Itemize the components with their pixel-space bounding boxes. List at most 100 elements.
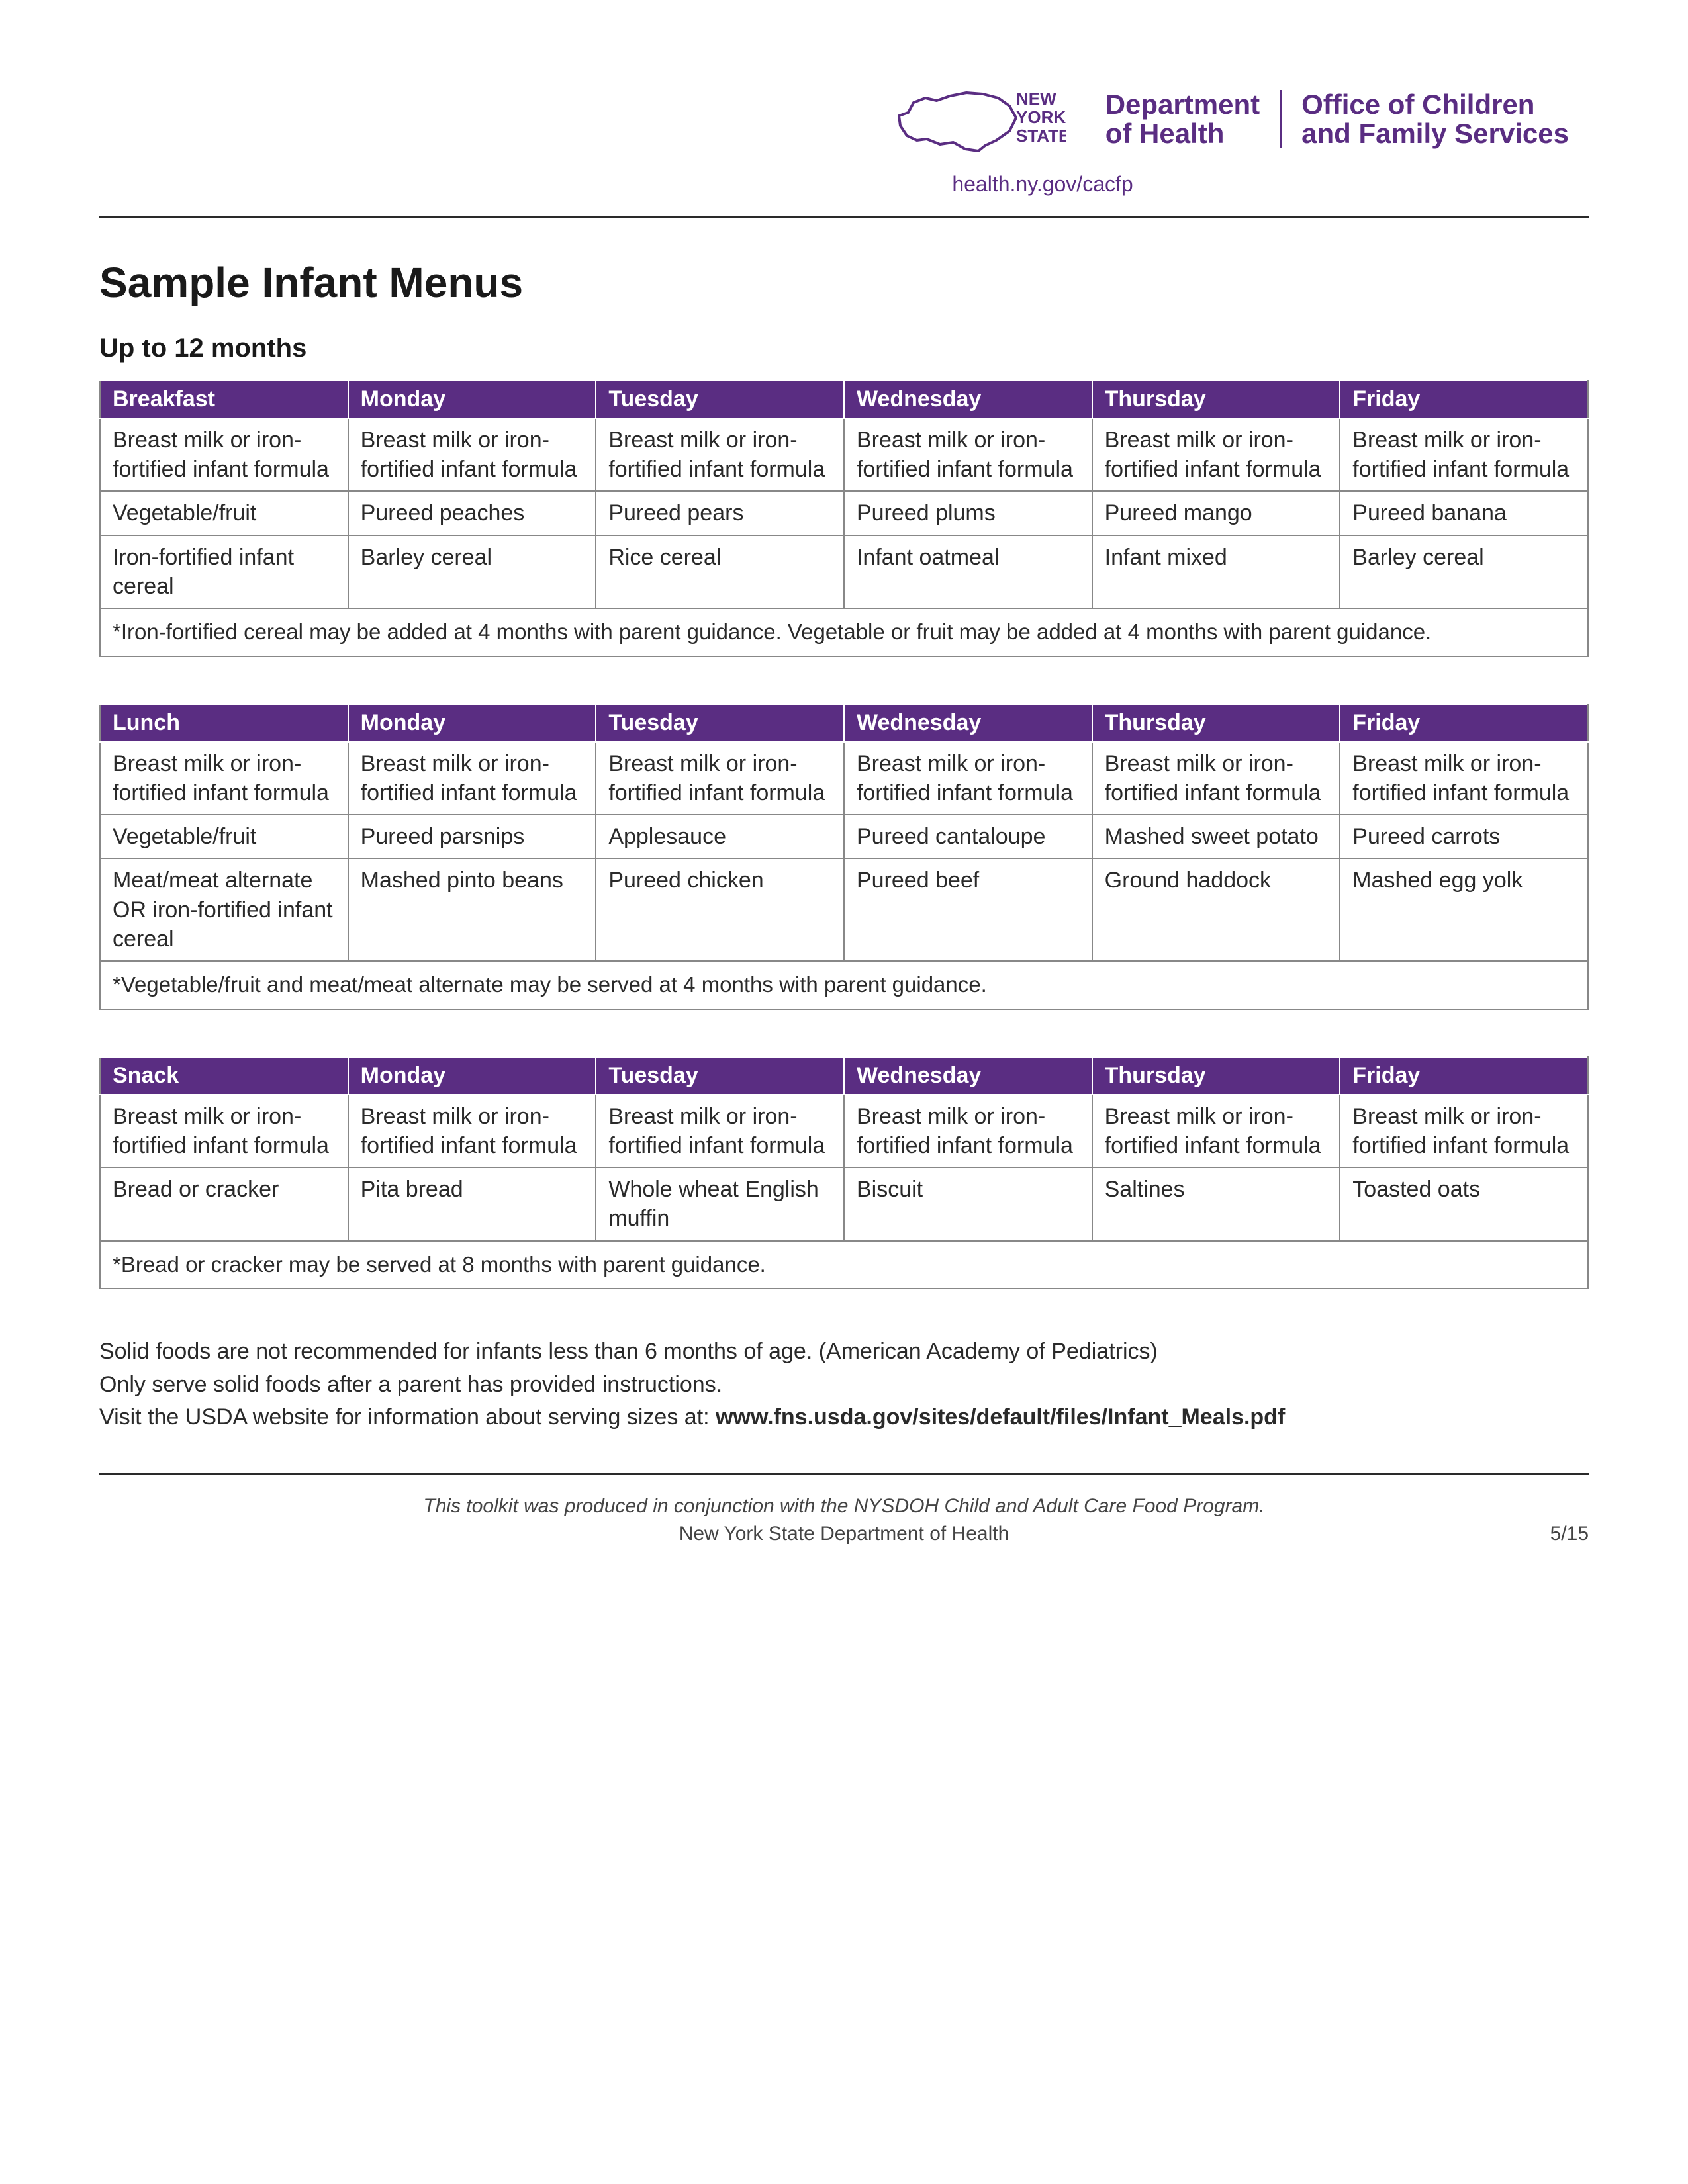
cell: Breast milk or iron-fortified infant for…	[1092, 418, 1340, 491]
col-header: Friday	[1340, 381, 1588, 418]
logo-text-state: STATE	[1016, 126, 1066, 146]
cell: Breast milk or iron-fortified infant for…	[844, 742, 1092, 815]
cell: Applesauce	[596, 815, 844, 858]
col-header: Thursday	[1092, 704, 1340, 742]
cell: Ground haddock	[1092, 858, 1340, 961]
table-row: Breast milk or iron-fortified infant for…	[100, 418, 1588, 491]
cell: Pureed beef	[844, 858, 1092, 961]
cell: Breast milk or iron-fortified infant for…	[1092, 1095, 1340, 1167]
table-row: Iron-fortified infant cereal Barley cere…	[100, 535, 1588, 608]
dept2-line2: and Family Services	[1301, 119, 1569, 148]
page-subtitle: Up to 12 months	[99, 334, 1589, 363]
cell: Pureed carrots	[1340, 815, 1588, 858]
table-header-row: Lunch Monday Tuesday Wednesday Thursday …	[100, 704, 1588, 742]
col-header: Snack	[100, 1057, 348, 1095]
table-footnote: *Iron-fortified cereal may be added at 4…	[100, 608, 1588, 657]
dept-of-health-block: Department of Health	[1086, 90, 1282, 148]
table-footnote-row: *Iron-fortified cereal may be added at 4…	[100, 608, 1588, 657]
cell: Breast milk or iron-fortified infant for…	[100, 742, 348, 815]
notes-block: Solid foods are not recommended for infa…	[99, 1336, 1589, 1433]
cell: Pureed plums	[844, 491, 1092, 535]
logo-text-york: YORK	[1016, 107, 1066, 127]
cell: Breast milk or iron-fortified infant for…	[844, 418, 1092, 491]
note-line-2: Only serve solid foods after a parent ha…	[99, 1369, 1589, 1401]
cell: Infant oatmeal	[844, 535, 1092, 608]
header-content: NEW YORK STATE Department of Health Offi…	[894, 79, 1589, 159]
col-header: Tuesday	[596, 704, 844, 742]
col-header: Wednesday	[844, 1057, 1092, 1095]
table-header-row: Breakfast Monday Tuesday Wednesday Thurs…	[100, 381, 1588, 418]
cell: Breast milk or iron-fortified infant for…	[596, 1095, 844, 1167]
cell: Mashed sweet potato	[1092, 815, 1340, 858]
col-header: Wednesday	[844, 704, 1092, 742]
table-footnote: *Vegetable/fruit and meat/meat alternate…	[100, 961, 1588, 1009]
cell: Mashed egg yolk	[1340, 858, 1588, 961]
footer-divider	[99, 1473, 1589, 1475]
col-header: Lunch	[100, 704, 348, 742]
cell: Biscuit	[844, 1167, 1092, 1240]
col-header: Thursday	[1092, 381, 1340, 418]
note3-url: www.fns.usda.gov/sites/default/files/Inf…	[716, 1404, 1285, 1430]
cell: Breast milk or iron-fortified infant for…	[348, 742, 596, 815]
header-titles: Department of Health Office of Children …	[1086, 90, 1589, 148]
cell: Vegetable/fruit	[100, 491, 348, 535]
note-line-3: Visit the USDA website for information a…	[99, 1401, 1589, 1433]
cell: Breast milk or iron-fortified infant for…	[844, 1095, 1092, 1167]
footer-org: New York State Department of Health	[199, 1523, 1489, 1545]
table-row: Vegetable/fruit Pureed parsnips Applesau…	[100, 815, 1588, 858]
cell: Breast milk or iron-fortified infant for…	[348, 1095, 596, 1167]
col-header: Tuesday	[596, 1057, 844, 1095]
cell: Breast milk or iron-fortified infant for…	[100, 418, 348, 491]
cell: Whole wheat English muffin	[596, 1167, 844, 1240]
table-row: Breast milk or iron-fortified infant for…	[100, 1095, 1588, 1167]
cell: Breast milk or iron-fortified infant for…	[1092, 742, 1340, 815]
cell: Pita bread	[348, 1167, 596, 1240]
cell: Infant mixed	[1092, 535, 1340, 608]
table-row: Bread or cracker Pita bread Whole wheat …	[100, 1167, 1588, 1240]
cell: Pureed banana	[1340, 491, 1588, 535]
cell: Barley cereal	[1340, 535, 1588, 608]
cell: Saltines	[1092, 1167, 1340, 1240]
table-footnote-row: *Bread or cracker may be served at 8 mon…	[100, 1241, 1588, 1289]
header-url: health.ny.gov/cacfp	[99, 172, 1589, 197]
col-header: Breakfast	[100, 381, 348, 418]
footer-line: New York State Department of Health 5/15	[99, 1523, 1589, 1545]
cell: Pureed cantaloupe	[844, 815, 1092, 858]
dept1-line2: of Health	[1105, 119, 1260, 148]
lunch-table: Lunch Monday Tuesday Wednesday Thursday …	[99, 704, 1589, 1010]
cell: Iron-fortified infant cereal	[100, 535, 348, 608]
page-number: 5/15	[1489, 1523, 1589, 1545]
ocfs-block: Office of Children and Family Services	[1282, 90, 1589, 148]
table-header-row: Snack Monday Tuesday Wednesday Thursday …	[100, 1057, 1588, 1095]
cell: Meat/meat alternate OR iron-fortified in…	[100, 858, 348, 961]
col-header: Monday	[348, 704, 596, 742]
cell: Pureed parsnips	[348, 815, 596, 858]
col-header: Friday	[1340, 704, 1588, 742]
cell: Breast milk or iron-fortified infant for…	[1340, 418, 1588, 491]
page-header: NEW YORK STATE Department of Health Offi…	[99, 79, 1589, 159]
cell: Bread or cracker	[100, 1167, 348, 1240]
nys-state-logo: NEW YORK STATE	[894, 79, 1066, 159]
cell: Breast milk or iron-fortified infant for…	[1340, 1095, 1588, 1167]
note-line-1: Solid foods are not recommended for infa…	[99, 1336, 1589, 1368]
nys-outline-icon: NEW YORK STATE	[894, 79, 1066, 159]
page-title: Sample Infant Menus	[99, 258, 1589, 307]
cell: Rice cereal	[596, 535, 844, 608]
logo-text-new: NEW	[1016, 89, 1056, 109]
table-row: Breast milk or iron-fortified infant for…	[100, 742, 1588, 815]
header-divider	[99, 216, 1589, 218]
col-header: Monday	[348, 1057, 596, 1095]
table-row: Meat/meat alternate OR iron-fortified in…	[100, 858, 1588, 961]
cell: Toasted oats	[1340, 1167, 1588, 1240]
dept1-line1: Department	[1105, 90, 1260, 119]
table-row: Vegetable/fruit Pureed peaches Pureed pe…	[100, 491, 1588, 535]
snack-table: Snack Monday Tuesday Wednesday Thursday …	[99, 1056, 1589, 1290]
cell: Vegetable/fruit	[100, 815, 348, 858]
col-header: Monday	[348, 381, 596, 418]
cell: Breast milk or iron-fortified infant for…	[596, 742, 844, 815]
cell: Mashed pinto beans	[348, 858, 596, 961]
cell: Pureed mango	[1092, 491, 1340, 535]
cell: Barley cereal	[348, 535, 596, 608]
cell: Breast milk or iron-fortified infant for…	[100, 1095, 348, 1167]
cell: Pureed pears	[596, 491, 844, 535]
